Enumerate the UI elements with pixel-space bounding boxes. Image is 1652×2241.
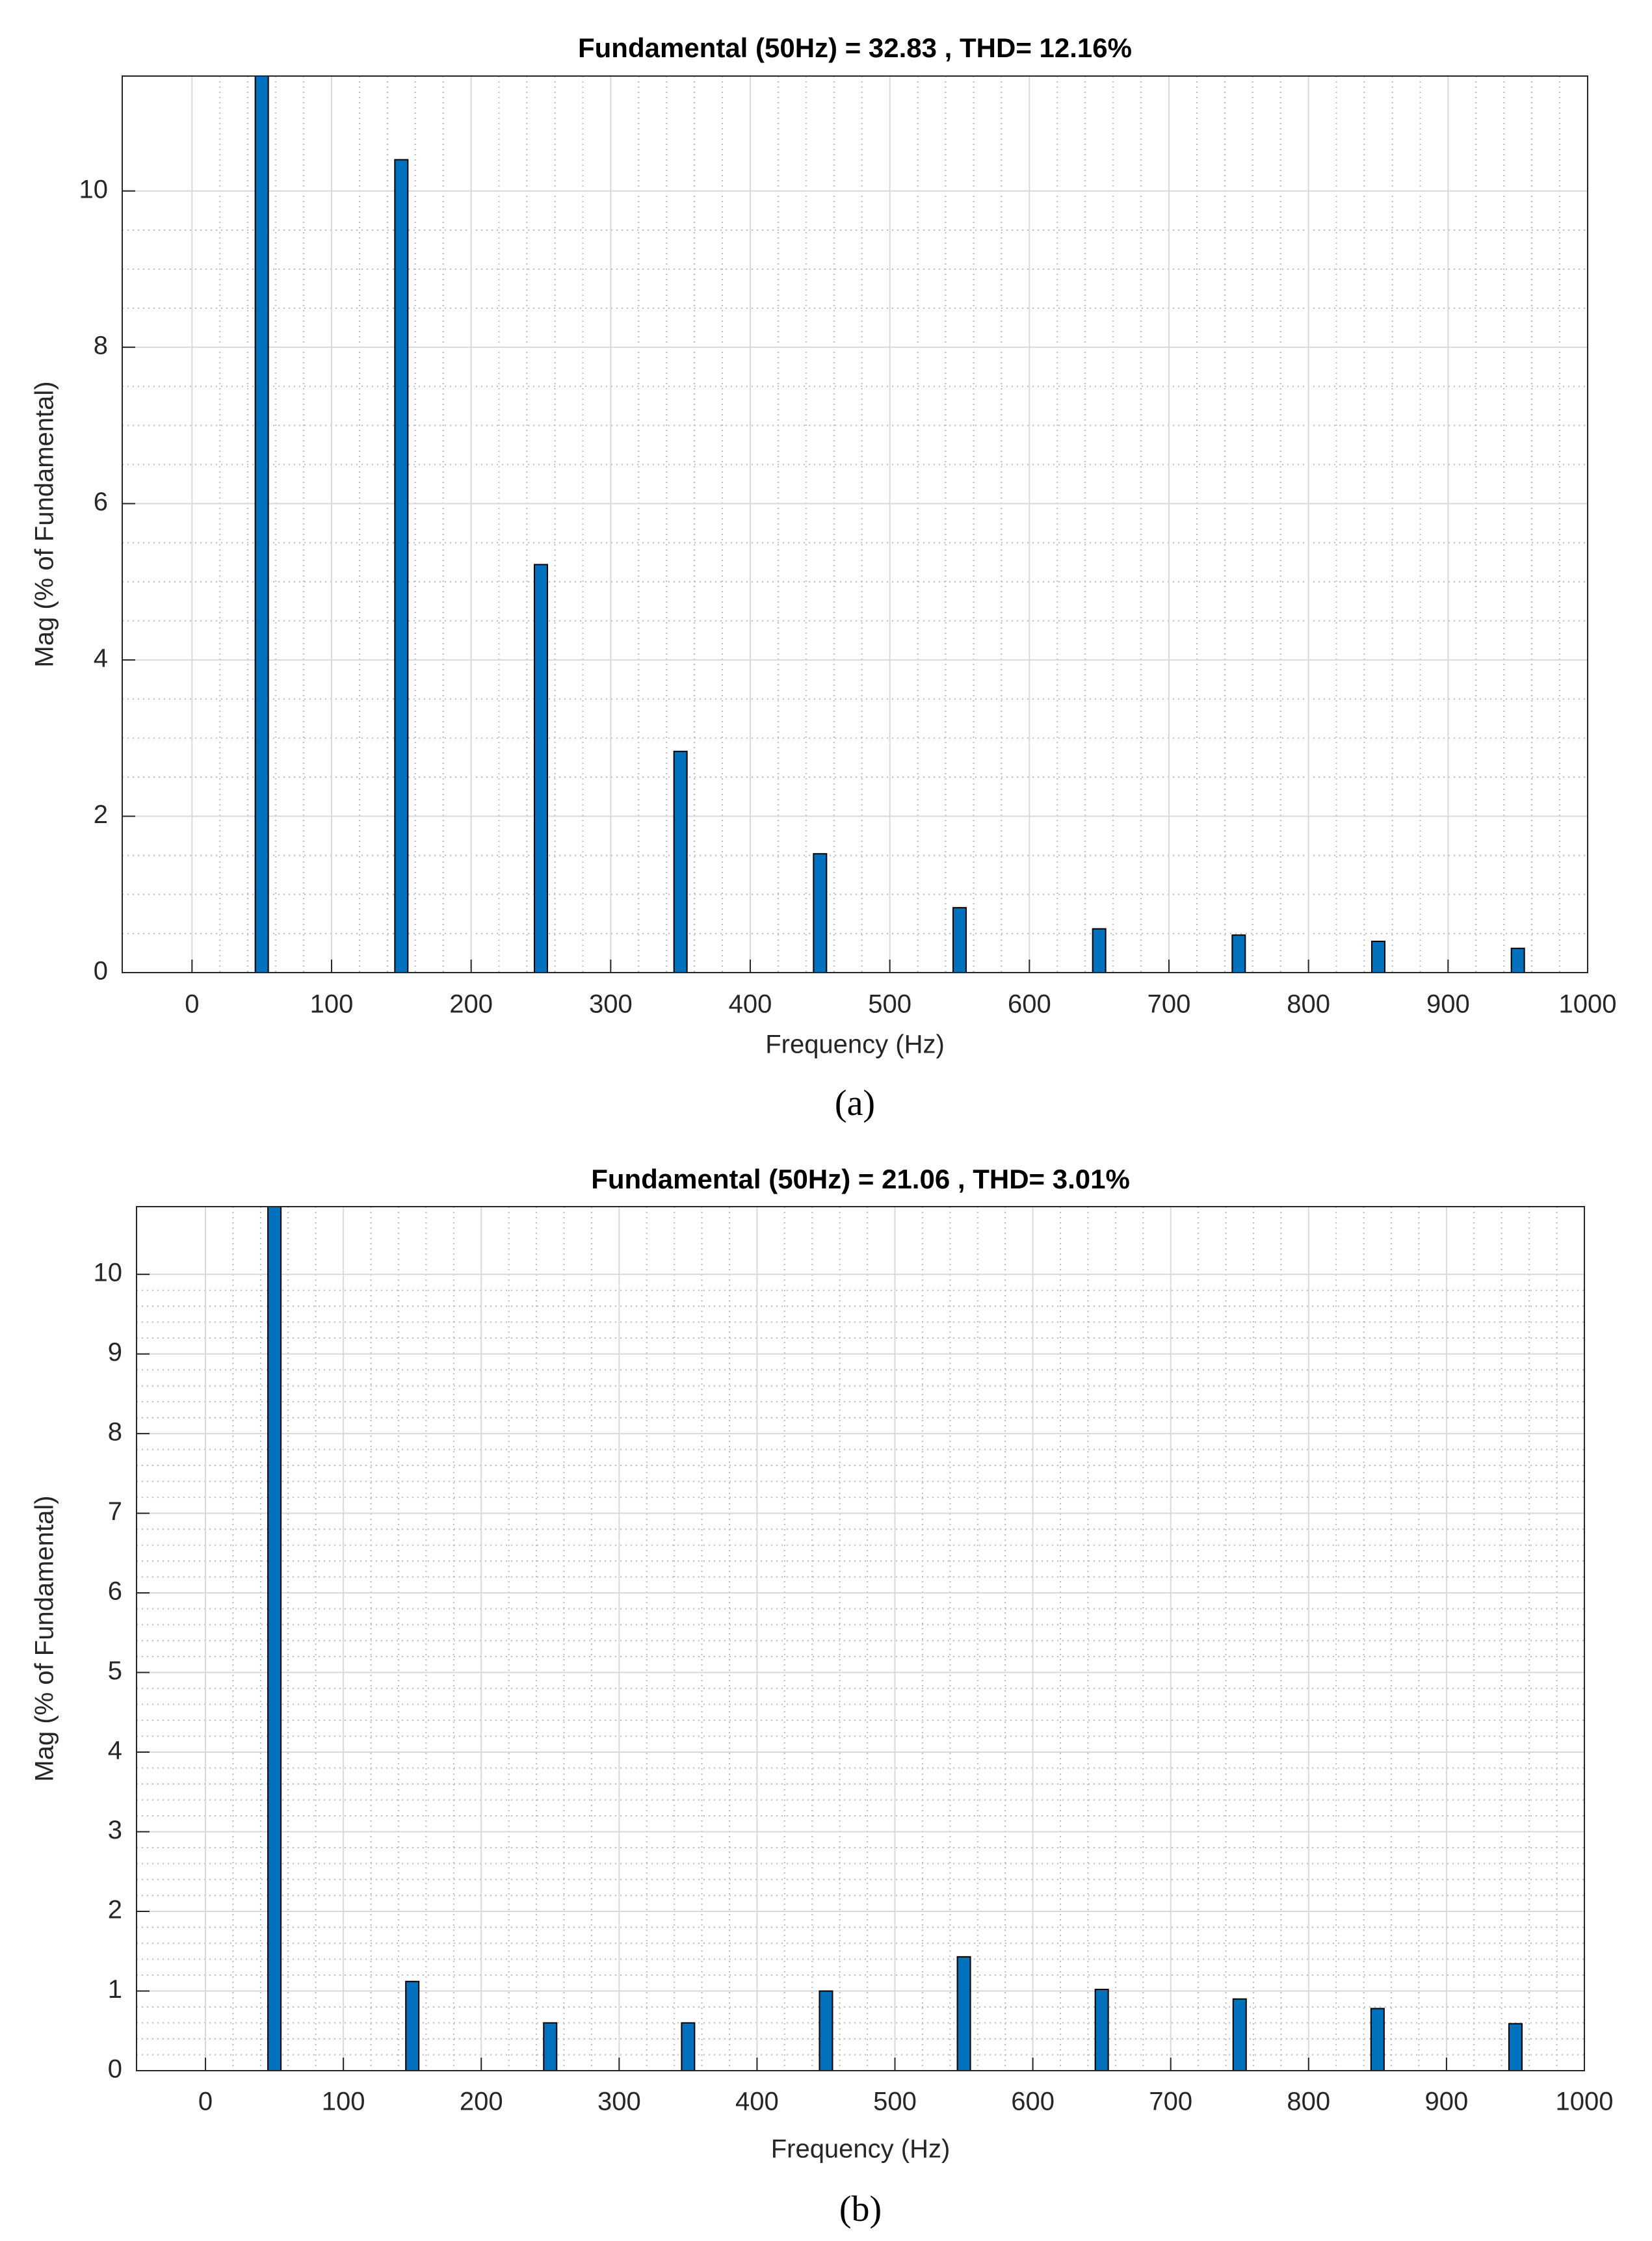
- bar: [394, 159, 409, 973]
- chart-title: Fundamental (50Hz) = 32.83 , THD= 12.16%: [578, 33, 1132, 63]
- x-tick-label: 700: [1149, 2088, 1192, 2116]
- bars: [254, 76, 1525, 973]
- bar: [956, 1956, 971, 2071]
- x-tick-label: 1000: [1559, 990, 1617, 1019]
- bars: [267, 1207, 1523, 2071]
- y-tick-label: 10: [94, 1259, 123, 1287]
- x-tick-label: 900: [1425, 2088, 1469, 2116]
- y-tick-label: 2: [108, 1896, 122, 1924]
- x-tick-label: 100: [310, 990, 354, 1019]
- plot-area: [122, 76, 1588, 973]
- chart: 0 100 200 300 400 500 600 700 800 900 1000 0 1 2 3 4 5 6 7…: [31, 1164, 1614, 2229]
- x-tick-label: 200: [449, 990, 493, 1019]
- x-tick-label: 500: [873, 2088, 917, 2116]
- bar: [254, 76, 269, 973]
- chart-title: Fundamental (50Hz) = 21.06 , THD= 3.01%: [591, 1164, 1130, 1194]
- x-tick-label: 800: [1287, 2088, 1330, 2116]
- x-tick-label: 600: [1008, 990, 1051, 1019]
- bar: [673, 750, 688, 973]
- bar: [267, 1207, 282, 2071]
- y-tick-label: 8: [108, 1418, 122, 1447]
- y-tick-label: 3: [108, 1816, 122, 1844]
- caption: (a): [835, 1083, 875, 1123]
- y-tick-label: 5: [108, 1657, 122, 1685]
- bar: [681, 2022, 696, 2071]
- bar: [813, 853, 828, 973]
- x-tick-label: 0: [198, 2088, 213, 2116]
- y-tick-label: 7: [108, 1497, 122, 1526]
- x-axis-label: Frequency (Hz): [771, 2135, 951, 2164]
- x-tick-label: 200: [460, 2088, 503, 2116]
- y-tick-label: 1: [108, 1975, 122, 2004]
- y-tick-label: 0: [94, 957, 108, 986]
- x-tick-label: 400: [735, 2088, 779, 2116]
- y-tick-label: 4: [94, 644, 108, 673]
- chart: 0 100 200 300 400 500 600 700 800 900 1000 0 2 4 6 8 10 F…: [31, 33, 1617, 1123]
- caption: (b): [839, 2189, 882, 2229]
- x-tick-label: 500: [868, 990, 911, 1019]
- y-tick-label: 10: [79, 175, 109, 203]
- y-tick-label: 2: [94, 800, 108, 829]
- y-axis-label: Mag (% of Fundamental): [31, 381, 59, 667]
- y-tick-label: 6: [94, 488, 108, 516]
- bar: [1231, 934, 1246, 973]
- y-tick-label: 8: [94, 332, 108, 360]
- bar: [1371, 940, 1385, 973]
- plot-area: [137, 1207, 1584, 2071]
- x-tick-label: 300: [597, 2088, 641, 2116]
- bar: [819, 1990, 833, 2071]
- x-axis-label: Frequency (Hz): [765, 1030, 945, 1059]
- y-tick-label: 4: [108, 1736, 122, 1765]
- bar: [1094, 1989, 1109, 2071]
- y-tick-label: 9: [108, 1338, 122, 1367]
- bar: [1092, 928, 1107, 973]
- axes-box: [136, 1206, 1585, 2071]
- x-tick-label: 300: [589, 990, 633, 1019]
- x-tick-label: 100: [322, 2088, 365, 2116]
- x-tick-label: 0: [185, 990, 199, 1019]
- x-tick-label: 400: [729, 990, 772, 1019]
- x-tick-label: 1000: [1556, 2088, 1614, 2116]
- bar: [952, 907, 967, 973]
- bar: [543, 2022, 558, 2071]
- bar: [1232, 1998, 1247, 2071]
- y-tick-label: 6: [108, 1577, 122, 1606]
- x-tick-label: 800: [1287, 990, 1330, 1019]
- bar: [1508, 2023, 1523, 2071]
- x-tick-label: 900: [1426, 990, 1470, 1019]
- bar: [534, 564, 548, 973]
- bar: [1370, 2008, 1385, 2071]
- bar: [405, 1980, 420, 2071]
- axes-box: [122, 75, 1588, 973]
- y-tick-label: 0: [108, 2055, 122, 2084]
- y-axis-label: Mag (% of Fundamental): [31, 1495, 59, 1781]
- bar: [1510, 947, 1525, 973]
- x-tick-label: 700: [1147, 990, 1191, 1019]
- x-tick-label: 600: [1011, 2088, 1055, 2116]
